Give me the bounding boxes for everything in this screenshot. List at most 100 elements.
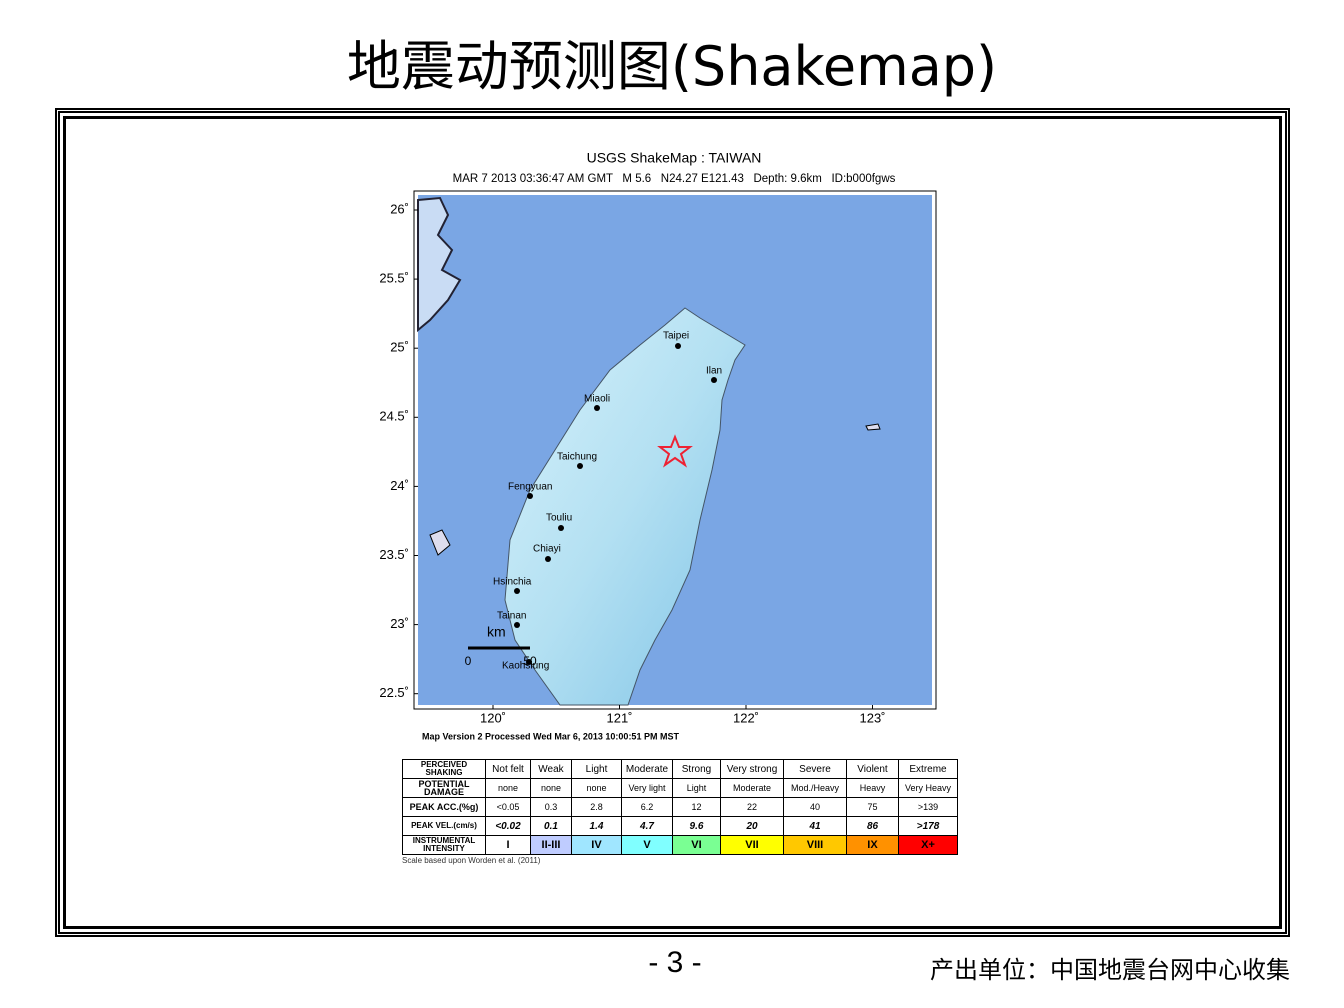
lat-tick-label: 23˚	[390, 616, 409, 631]
legend-cell: V	[621, 835, 673, 855]
city-label: Taipei	[663, 331, 689, 342]
legend-cell: Light	[571, 759, 622, 779]
legend-cell: VIII	[783, 835, 847, 855]
legend-cell: I	[485, 835, 531, 855]
lon-tick-label: 123˚	[859, 710, 885, 725]
epicenter	[657, 434, 693, 468]
map-subtitle: MAR 7 2013 03:36:47 AM GMT M 5.6 N24.27 …	[453, 173, 896, 185]
legend-cell: Moderate	[621, 759, 673, 779]
city-dot	[527, 493, 533, 499]
source: 产出单位：中国地震台网中心收集	[930, 956, 1290, 984]
city-label: Kaohsiung	[502, 661, 549, 672]
city-dot	[545, 556, 551, 562]
legend-cell: none	[485, 778, 531, 798]
legend-row-label: PEAK VEL.(cm/s)	[402, 816, 486, 836]
intensity-legend: PERCEIVED SHAKING Not felt Weak Light Modera…	[402, 759, 958, 855]
legend-cell: VI	[672, 835, 721, 855]
legend-cell: 12	[672, 797, 721, 817]
legend-cell: <0.05	[485, 797, 531, 817]
legend-cell: X+	[898, 835, 958, 855]
legend-cell: none	[530, 778, 572, 798]
scale-label: km	[487, 624, 506, 640]
legend-cell: 75	[846, 797, 899, 817]
legend-cell: IV	[571, 835, 622, 855]
city-label: Taichung	[557, 452, 597, 463]
legend-row: INSTRUMENTAL INTENSITY I II-III IV V VI VII VII…	[402, 835, 958, 855]
legend-row-label: PERCEIVED SHAKING	[402, 759, 486, 779]
city-label: Miaoli	[584, 394, 610, 405]
lat-tick-label: 23.5˚	[379, 547, 409, 562]
legend-row-label: PEAK ACC.(%g)	[402, 797, 486, 817]
city-dot	[594, 405, 600, 411]
legend-cell: VII	[720, 835, 784, 855]
lon-tick-label: 121˚	[606, 710, 632, 725]
legend-cell: >139	[898, 797, 958, 817]
legend-cell: Strong	[672, 759, 721, 779]
legend-cell: 40	[783, 797, 847, 817]
city-dot	[558, 525, 564, 531]
legend-cell: 20	[720, 816, 784, 836]
mainland-coast	[417, 196, 462, 333]
city-dot	[675, 343, 681, 349]
legend-cell: Extreme	[898, 759, 958, 779]
city-label: Tainan	[497, 611, 526, 622]
frame	[55, 108, 1290, 937]
legend-cell: >178	[898, 816, 958, 836]
lon-tick-label: 120˚	[480, 710, 506, 725]
legend-cell: Weak	[530, 759, 572, 779]
legend-cell: 4.7	[621, 816, 673, 836]
scale-tick: 0	[465, 654, 472, 668]
legend-cell: IX	[846, 835, 899, 855]
legend-cell: Light	[672, 778, 721, 798]
island	[429, 529, 451, 556]
legend-cell: 6.2	[621, 797, 673, 817]
scale-tick: 50	[523, 654, 537, 668]
city-dot	[711, 377, 717, 383]
city-label: Hsinchia	[493, 577, 532, 588]
lat-tick-label: 26˚	[390, 201, 409, 216]
lat-tick-label: 25˚	[390, 340, 409, 355]
legend-row: PEAK ACC.(%g) <0.05 0.3 2.8 6.2 12 22 40 75 >139	[402, 797, 958, 817]
lat-tick-label: 24˚	[390, 478, 409, 493]
legend-cell: none	[571, 778, 622, 798]
map-title: USGS ShakeMap : TAIWAN	[587, 150, 762, 166]
legend-cell: 0.3	[530, 797, 572, 817]
legend-row: PEAK VEL.(cm/s) <0.02 0.1 1.4 4.7 9.6 20 41 86 >1…	[402, 816, 958, 836]
legend-cell: Severe	[783, 759, 847, 779]
page-title: 地震动预测图(Shakemap)	[346, 35, 998, 98]
legend-cell: 86	[846, 816, 899, 836]
lat-tick-label: 22.5˚	[379, 685, 409, 700]
city-label: Ilan	[706, 366, 722, 377]
lat-tick-label: 25.5˚	[379, 271, 409, 286]
legend-cell: 22	[720, 797, 784, 817]
legend-cell: Very strong	[720, 759, 784, 779]
taiwan	[504, 307, 746, 706]
legend-cell: <0.02	[485, 816, 531, 836]
map-version: Map Version 2 Processed Wed Mar 6, 2013 …	[422, 731, 679, 741]
lat-tick-label: 24.5˚	[379, 409, 409, 424]
lon-tick-label: 122˚	[733, 710, 759, 725]
city-label: Fengyuan	[508, 482, 552, 493]
legend-cell: Very light	[621, 778, 673, 798]
island	[865, 423, 881, 431]
city-dot	[577, 463, 583, 469]
legend-cell: Moderate	[720, 778, 784, 798]
legend-note: Scale based upon Worden et al. (2011)	[402, 856, 541, 865]
city-dot	[514, 622, 520, 628]
legend-cell: Not felt	[485, 759, 531, 779]
legend-row: POTENTIAL DAMAGE none none none Very light Li…	[402, 778, 958, 798]
legend-cell: 2.8	[571, 797, 622, 817]
city-dot	[514, 588, 520, 594]
legend-cell: Heavy	[846, 778, 899, 798]
legend-row-label: POTENTIAL DAMAGE	[402, 778, 486, 798]
legend-cell: 9.6	[672, 816, 721, 836]
legend-cell: 1.4	[571, 816, 622, 836]
city-label: Chiayi	[533, 544, 561, 555]
legend-row: PERCEIVED SHAKING Not felt Weak Light Modera…	[402, 759, 958, 779]
legend-row-label: INSTRUMENTAL INTENSITY	[402, 835, 486, 855]
legend-cell: 0.1	[530, 816, 572, 836]
city-dot	[526, 659, 532, 665]
legend-cell: II-III	[530, 835, 572, 855]
